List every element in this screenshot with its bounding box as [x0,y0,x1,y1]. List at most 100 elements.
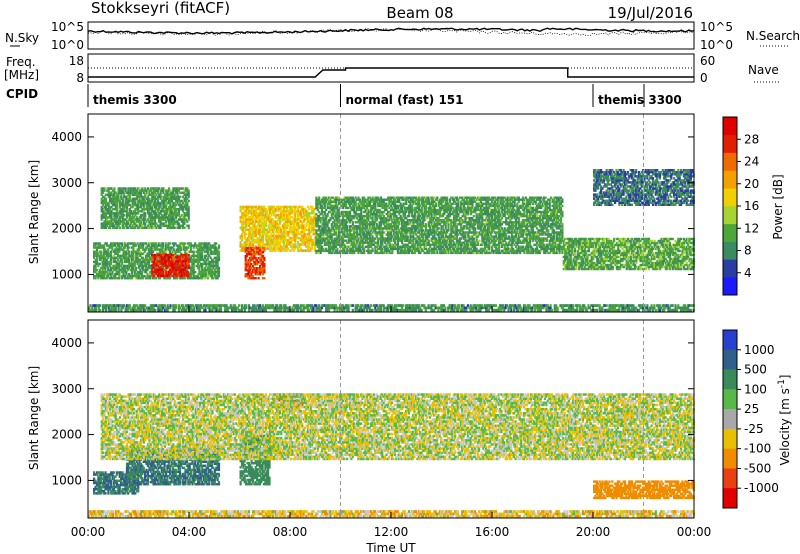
nsky-panel: N.Sky 10^5 10^0 10^5 10^0 N.Search [5,20,800,52]
echo-cell [428,235,430,237]
freq-panel: Freq. [MHz] 18 8 60 0 Nave [4,54,780,85]
echo-cell [135,244,137,246]
echo-cell [135,267,137,269]
echo-cell [121,242,123,244]
echo-cell [218,255,220,257]
echo-cell [201,277,203,279]
echo-cell [360,209,362,211]
cpid-mode-label: themis 3300 [598,93,682,107]
echo-cell [188,189,190,192]
nsearch-tick-bottom: 10^0 [700,38,733,52]
echo-cell [404,213,406,215]
echo-cell [212,277,214,279]
echo-cell [383,215,385,217]
echo-cell [110,261,112,263]
cpid-mode-label: themis 3300 [93,93,177,107]
echo-cell [331,235,333,237]
echo-cell [321,246,323,248]
freq-unit-label: [MHz] [4,68,39,82]
echo-cell [336,205,338,207]
echo-cell [142,277,144,279]
echo-cell [193,267,195,269]
echo-cell [204,277,206,279]
station-title: Stokkseyri (fitACF) [91,0,230,17]
echo-cell [398,221,400,223]
nave-label: Nave [748,63,779,77]
echo-cell [179,196,181,199]
echo-cell [145,242,147,244]
echo-cell [317,221,319,223]
echo-cell [407,235,409,237]
nave-tick-top: 60 [700,54,715,68]
echo-cell [194,242,196,244]
echo-cell [328,221,330,223]
echo-cell [193,251,195,253]
echo-cell [123,214,125,217]
echo-cell [96,269,98,271]
echo-cell [184,242,186,244]
echo-cell [137,242,139,244]
echo-cell [153,275,155,278]
echo-cell [188,254,190,256]
echo-cell [124,242,126,244]
echo-cell [144,212,146,215]
echo-cell [409,221,411,223]
echo-cell [169,242,171,244]
echo-cell [372,231,374,233]
echo-cell [121,261,123,263]
echo-cell [401,240,403,242]
echo-cell [111,271,113,273]
echo-cell [128,246,130,248]
echo-cell [324,205,326,207]
echo-cell [188,273,190,276]
echo-cell [367,217,369,219]
echo-cell [353,217,355,219]
echo-cell [173,244,175,246]
echo-cell [263,263,265,265]
echo-cell [383,231,385,233]
echo-cell [118,251,120,253]
echo-cell [162,244,164,246]
echo-cell [359,199,361,201]
echo-cell [184,277,186,279]
freq-series [88,68,694,77]
echo-cell [421,209,423,211]
echo-cell [363,248,365,250]
echo-cell [372,248,374,250]
nsky-tick-bottom: 10^0 [51,38,84,52]
echo-cell [103,244,105,246]
echo-cell [144,251,146,253]
echo-cell [190,242,192,244]
echo-cell [394,240,396,242]
echo-cell [165,242,167,244]
echo-cell [99,263,101,265]
echo-cell [425,223,427,225]
echo-cell [400,203,402,205]
echo-cell [425,205,427,207]
echo-cell [414,244,416,246]
echo-cell [263,257,265,259]
echo-cell [422,235,424,237]
echo-cell [148,261,150,263]
echo-cell [412,240,414,242]
echo-cell [188,200,190,203]
nsearch-label: N.Search [746,29,800,43]
echo-cell [201,251,203,253]
echo-cell [263,277,265,279]
echo-cell [318,211,320,213]
echo-cell [159,277,161,279]
echo-cell [386,244,388,246]
echo-cell [418,201,420,203]
echo-cell [325,209,327,211]
echo-cell [325,217,327,219]
echo-cell [198,267,200,269]
date-title: 19/Jul/2016 [608,4,693,22]
echo-cell [411,205,413,207]
echo-cell [194,271,196,273]
echo-cell [217,261,219,263]
echo-cell [188,258,190,261]
echo-cell [104,248,106,250]
echo-cell [106,277,108,279]
echo-cell [125,271,127,273]
echo-cell [346,221,348,223]
